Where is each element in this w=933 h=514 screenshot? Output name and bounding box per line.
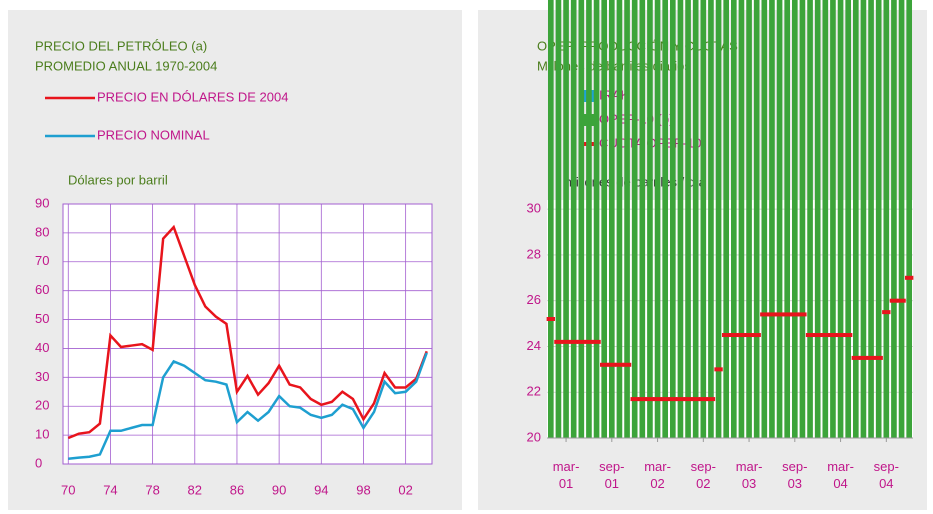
- bar: [685, 0, 691, 439]
- bar: [715, 0, 722, 438]
- y-tick-label: 20: [35, 398, 49, 413]
- bar: [868, 0, 874, 438]
- y-tick-label: 22: [527, 384, 541, 399]
- x-tick-label: mar-02: [644, 459, 671, 491]
- bar: [814, 0, 821, 438]
- bar: [570, 0, 577, 439]
- bar: [830, 0, 836, 438]
- bar: [578, 0, 585, 438]
- bar: [906, 0, 913, 439]
- legend-label: PRECIO EN DÓLARES DE 2004: [97, 89, 288, 104]
- bar: [708, 0, 714, 438]
- bar: [845, 0, 852, 438]
- bar: [647, 0, 653, 439]
- y-tick-label: 60: [35, 282, 49, 297]
- bar: [723, 0, 730, 439]
- bar: [791, 0, 798, 438]
- y-tick-label: 0: [35, 455, 42, 470]
- bar: [624, 0, 630, 438]
- bar: [692, 0, 699, 438]
- x-tick-label: 90: [272, 482, 286, 497]
- plot-area: [62, 203, 433, 465]
- bar: [555, 0, 562, 438]
- y-tick-label: 20: [527, 429, 541, 444]
- bar: [601, 0, 608, 439]
- x-tick-label: 74: [103, 482, 117, 497]
- bar: [837, 0, 844, 438]
- bar: [616, 0, 623, 438]
- line-series: [67, 224, 428, 440]
- plot-area: [547, 200, 913, 438]
- bar: [799, 0, 806, 438]
- bar: [662, 0, 669, 439]
- x-tick-label: 86: [230, 482, 244, 497]
- x-tick-label: 02: [398, 482, 412, 497]
- x-tick-label: sep-03: [782, 459, 808, 491]
- y-tick-label: 10: [35, 427, 49, 442]
- bar: [860, 0, 867, 438]
- y-axis-label: Dólares por barril: [68, 172, 168, 187]
- x-tick-label: 98: [356, 482, 370, 497]
- bar: [875, 0, 882, 439]
- bar: [639, 0, 646, 438]
- bar: [898, 0, 905, 438]
- x-tick-label: sep-02: [690, 459, 716, 491]
- bar: [608, 0, 615, 439]
- bar: [563, 0, 569, 438]
- y-tick-label: 70: [35, 253, 49, 268]
- bar: [761, 0, 768, 439]
- x-tick-label: mar-04: [827, 459, 854, 491]
- bar: [677, 0, 684, 439]
- y-tick-label: 26: [527, 292, 541, 307]
- x-tick-label: 70: [61, 482, 75, 497]
- x-tick-label: 82: [188, 482, 202, 497]
- y-tick-label: 90: [35, 195, 49, 210]
- line-series: [68, 352, 428, 461]
- y-tick-label: 30: [527, 201, 541, 216]
- bar: [883, 0, 890, 439]
- chart-title: PRECIO DEL PETRÓLEO (a): [35, 38, 207, 53]
- x-tick-label: sep-01: [599, 459, 625, 491]
- y-tick-label: 80: [35, 224, 49, 239]
- y-tick-label: 40: [35, 340, 49, 355]
- bar: [753, 0, 760, 438]
- y-tick-label: 24: [527, 338, 541, 353]
- y-tick-label: 28: [527, 246, 541, 261]
- bar: [730, 0, 737, 438]
- bar: [807, 0, 813, 439]
- bar: [738, 0, 745, 438]
- bar: [769, 0, 775, 438]
- bar: [746, 0, 752, 438]
- bar: [852, 0, 859, 438]
- bar: [776, 0, 783, 439]
- x-tick-label: 94: [314, 482, 328, 497]
- bar: [700, 0, 707, 438]
- x-tick-label: mar-03: [735, 459, 763, 491]
- bar: [669, 0, 676, 438]
- chart-subtitle: PROMEDIO ANUAL 1970-2004: [35, 58, 217, 73]
- y-tick-label: 50: [35, 311, 49, 326]
- bar: [631, 0, 638, 438]
- x-tick-label: sep-04: [873, 459, 899, 491]
- bar: [822, 0, 829, 438]
- legend-label: PRECIO NOMINAL: [97, 127, 210, 142]
- bar: [586, 0, 592, 439]
- y-tick-label: 30: [35, 369, 49, 384]
- bar: [547, 0, 554, 438]
- bar: [593, 0, 600, 439]
- bar: [654, 0, 661, 439]
- bar: [891, 0, 897, 438]
- x-tick-label: mar-01: [552, 459, 580, 491]
- x-tick-label: 78: [145, 482, 159, 497]
- bar: [784, 0, 791, 438]
